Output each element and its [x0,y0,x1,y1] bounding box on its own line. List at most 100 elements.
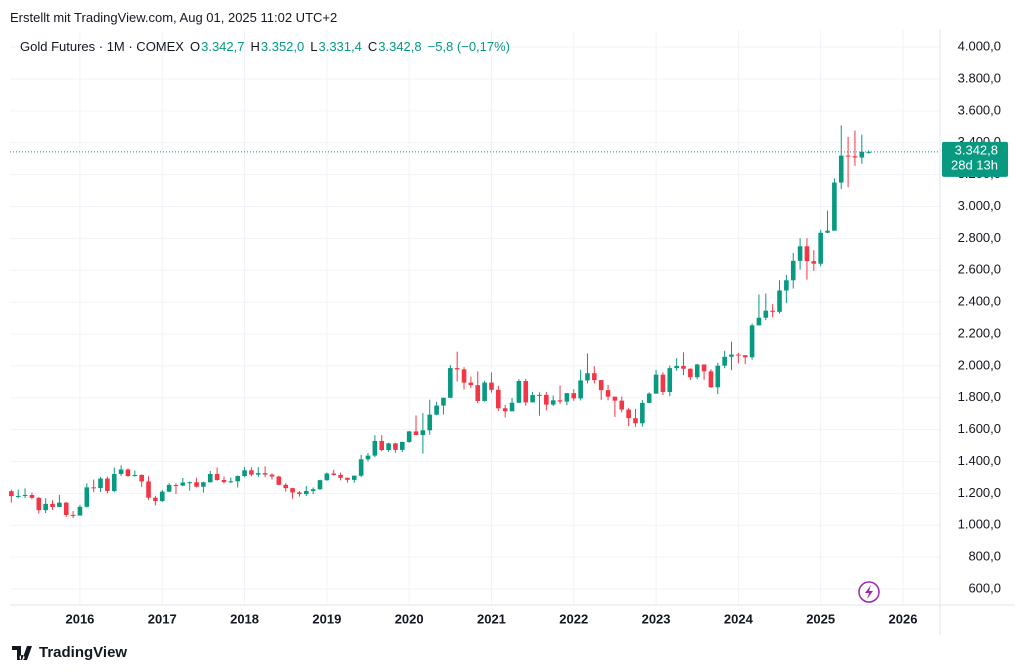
candle-body [475,385,481,401]
candle-body [159,491,165,502]
candle-body [482,382,487,401]
candle-body [784,280,789,291]
candle-body [317,480,323,490]
y-tick-label: 1.200,0 [958,485,1001,500]
brand-logo [12,645,32,660]
candle-body [132,474,138,477]
candle-body [15,495,21,497]
candle-body [454,368,460,370]
candle-body [63,502,69,515]
x-tick-label: 2016 [65,611,94,626]
candle-body [255,473,261,475]
candle-body [70,514,76,516]
candle-body [324,473,330,481]
y-tick-label: 1.000,0 [958,517,1001,532]
candle-body [667,368,673,393]
x-tick-label: 2019 [312,611,341,626]
candle-body [825,230,830,233]
ohlc-key: H [250,39,260,54]
candle-body [626,409,631,419]
candle-body [557,400,563,402]
candle-body [276,476,282,485]
x-tick-label: 2022 [559,611,588,626]
candle-body [544,394,549,405]
candle-body [303,491,309,495]
y-tick-label: 4.000,0 [958,38,1001,53]
ohlc-key: C [367,39,378,54]
candle-body [153,497,158,502]
candle-body [166,484,172,492]
candle-body [537,394,542,396]
candle-body [77,506,83,516]
candle-body [242,470,247,477]
candle-body [235,476,240,482]
candle-body [763,310,769,318]
candle-body [729,354,734,357]
candle-body [633,418,638,424]
candle-body [331,473,337,475]
candle-body [249,470,254,475]
candle-body [653,374,659,394]
candle-body [461,369,467,383]
candle-body [358,459,364,476]
candles [9,125,940,518]
y-tick-label: 1.400,0 [958,453,1001,468]
y-tick-label: 2.000,0 [958,357,1001,372]
y-tick-label: 3.600,0 [958,102,1001,117]
candle-body [283,484,289,489]
candle-body [57,502,62,507]
y-tick-label: 3.800,0 [958,70,1001,85]
candle-body [29,495,35,498]
x-tick-label: 2024 [724,611,754,626]
candle-body [413,431,419,436]
candle-body [502,408,508,412]
candle-body [674,365,679,369]
candle-body [386,443,391,451]
candle-body [489,382,494,390]
candle-body [9,491,14,497]
candle-body [118,469,124,474]
candle-body [228,481,234,483]
candle-body [468,382,474,386]
candle-body [427,414,433,431]
candle-body [50,503,55,507]
y-tick-label: 2.200,0 [958,325,1001,340]
price-tag [942,141,1008,177]
candle-body [845,155,851,157]
change: −5,8 (−0,17%) [427,39,511,54]
ohlc-key: L [310,39,318,54]
candle-body [91,487,96,489]
candle-body [619,400,625,410]
candle-body [365,455,371,460]
candle-body [790,260,796,281]
symbol: Gold Futures · 1M · COMEX [20,39,184,54]
candle-body [859,151,865,158]
candle-body [290,488,295,493]
candle-body [180,482,186,486]
lightning-icon[interactable] [858,581,880,603]
candle-body [420,430,426,436]
candle-body [722,356,727,366]
y-tick-label: 1.800,0 [958,389,1001,404]
candle-body [393,443,398,450]
candle-body [592,373,597,381]
candle-body [811,261,817,264]
x-tick-label: 2021 [477,611,506,626]
candle-body [434,405,439,415]
candle-body [742,355,748,358]
candle-body [681,365,686,369]
candle-body [84,487,90,507]
candle-body [640,402,645,424]
candle-body [194,482,199,487]
candle-body [832,182,837,231]
x-tick-label: 2018 [230,611,259,626]
candle-body [351,475,357,480]
candle-body [125,469,131,477]
candle-body [612,396,618,401]
overlay: 600,0 800,0 1.000,0 1.200,0 1.400,0 1.600,0 1.… [65,38,1008,626]
candle-body [43,503,48,511]
candle-body [310,489,316,492]
brand[interactable]: TradingView [12,644,127,661]
candle-body [400,441,405,450]
